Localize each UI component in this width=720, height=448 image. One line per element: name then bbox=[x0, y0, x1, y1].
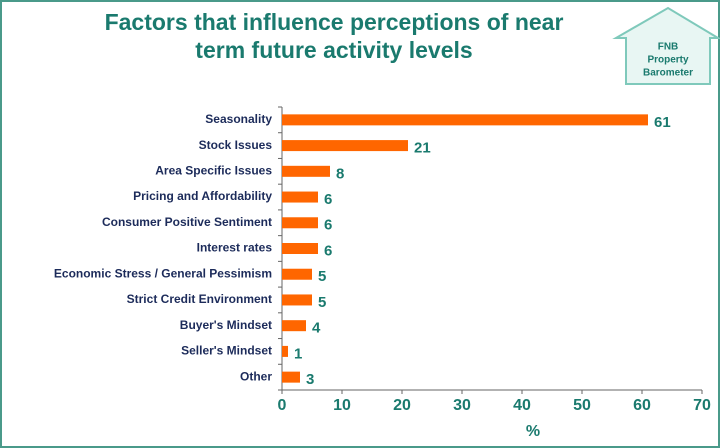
y-tick-label: Pricing and Affordability bbox=[133, 189, 272, 203]
x-tick-label: 40 bbox=[513, 397, 531, 414]
y-tick-label: Stock Issues bbox=[199, 138, 273, 152]
x-tick-label: 50 bbox=[573, 397, 591, 414]
x-tick-label: 70 bbox=[693, 397, 711, 414]
value-label: 3 bbox=[306, 371, 314, 388]
bar bbox=[282, 371, 300, 383]
value-label: 8 bbox=[336, 165, 344, 182]
x-axis-label: % bbox=[526, 423, 540, 440]
value-label: 5 bbox=[318, 268, 326, 285]
y-tick-label: Consumer Positive Sentiment bbox=[102, 215, 272, 229]
bar bbox=[282, 114, 648, 126]
value-label: 6 bbox=[324, 191, 332, 208]
y-tick-label: Other bbox=[240, 369, 272, 383]
logo-text: Barometer bbox=[643, 68, 693, 79]
bar bbox=[282, 140, 408, 152]
bar bbox=[282, 217, 318, 229]
bar bbox=[282, 268, 312, 280]
value-label: 5 bbox=[318, 294, 326, 311]
bar bbox=[282, 320, 306, 332]
y-tick-label: Interest rates bbox=[197, 241, 273, 255]
value-label: 4 bbox=[312, 320, 321, 337]
y-tick-label: Seasonality bbox=[205, 112, 272, 126]
value-label: 6 bbox=[324, 217, 332, 234]
chart-title: term future activity levels bbox=[195, 37, 472, 63]
logo-text: FNB bbox=[658, 42, 679, 53]
logo: FNB Property Barometer bbox=[612, 6, 720, 85]
logo-house bbox=[612, 6, 720, 85]
value-label: 61 bbox=[654, 114, 671, 131]
bar bbox=[282, 165, 330, 177]
x-tick-label: 0 bbox=[278, 397, 287, 414]
value-label: 6 bbox=[324, 242, 332, 259]
y-tick-label: Area Specific Issues bbox=[155, 163, 272, 177]
y-tick-label: Strict Credit Environment bbox=[127, 292, 272, 306]
x-tick-label: 20 bbox=[393, 397, 411, 414]
bar bbox=[282, 191, 318, 203]
chart-title: Factors that influence perceptions of ne… bbox=[105, 9, 564, 35]
value-label: 21 bbox=[414, 140, 431, 157]
logo-text: Property bbox=[647, 55, 689, 66]
bar bbox=[282, 243, 318, 254]
y-tick-label: Economic Stress / General Pessimism bbox=[54, 266, 272, 280]
value-label: 1 bbox=[294, 345, 302, 362]
bar bbox=[282, 345, 288, 357]
y-tick-label: Seller's Mindset bbox=[181, 344, 272, 358]
x-tick-label: 10 bbox=[333, 397, 351, 414]
y-tick-label: Buyer's Mindset bbox=[180, 318, 272, 332]
x-tick-label: 30 bbox=[453, 397, 471, 414]
x-tick-label: 60 bbox=[633, 397, 651, 414]
bar bbox=[282, 294, 312, 306]
